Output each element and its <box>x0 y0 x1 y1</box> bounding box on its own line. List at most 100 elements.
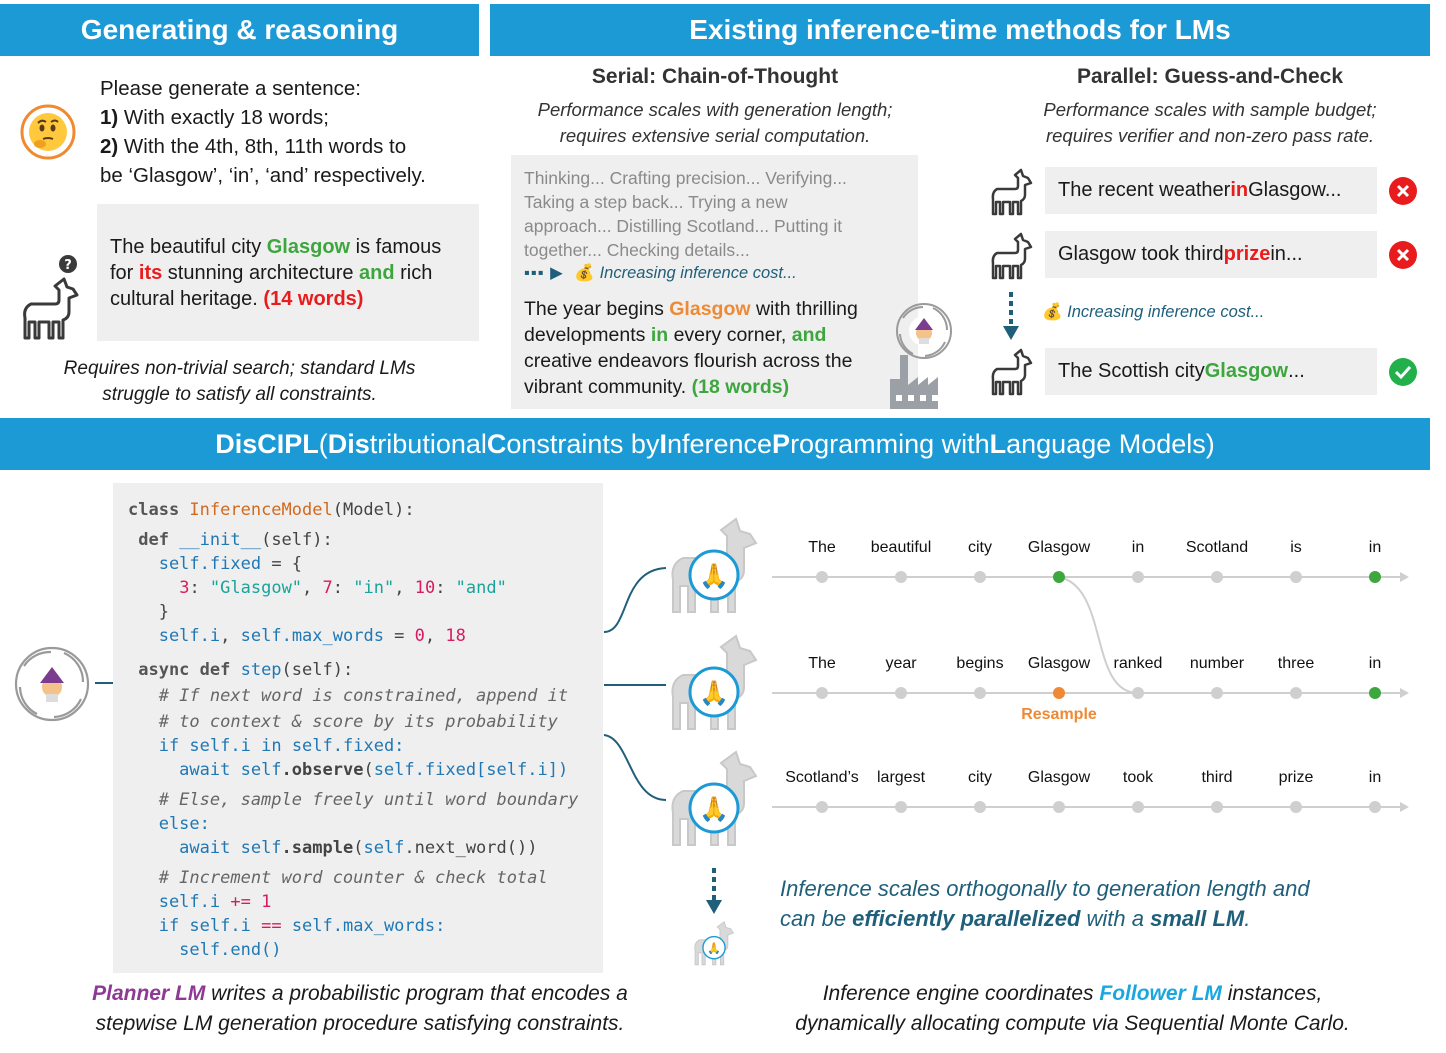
token-node <box>1369 687 1381 699</box>
cross-mark-icon <box>1388 176 1418 206</box>
follower-lm-icon: 🙏 <box>662 748 766 852</box>
token-label: year <box>885 655 917 672</box>
token-label: took <box>1123 769 1154 786</box>
token-label: Scotland’s <box>785 769 859 786</box>
token-label: city <box>968 769 992 786</box>
guess-row-1: The recent weather in Glasgow... <box>1045 167 1377 214</box>
guess-row-2: Glasgow took third prize in... <box>1045 231 1377 278</box>
token-node <box>1053 687 1065 699</box>
token-label: third <box>1201 769 1232 786</box>
token-label: in <box>1132 539 1144 556</box>
connector-line <box>95 682 113 684</box>
dashed-down-arrow-icon <box>1001 290 1021 342</box>
right-banner: Existing inference-time methods for LMs <box>490 4 1430 56</box>
token-label: three <box>1278 655 1315 672</box>
praying-hands-icon: 🙏 <box>699 796 729 823</box>
token-label: in <box>1369 539 1381 556</box>
wizard-vortex-icon <box>12 644 92 724</box>
serial-title: Serial: Chain-of-Thought <box>591 65 839 88</box>
token-label: largest <box>877 769 926 786</box>
cross-mark-icon <box>1388 240 1418 270</box>
smc-particle-tracks: The beautiful city Glasgow in Scotland is in The… <box>772 539 1409 813</box>
llama-icon <box>988 348 1034 396</box>
token-label: Glasgow <box>1028 539 1091 556</box>
token-label: Scotland <box>1186 539 1248 556</box>
token-label: The <box>808 539 836 556</box>
follower-lm-icon: 🙏 <box>690 920 738 968</box>
wizard-vortex-icon <box>893 300 955 362</box>
token-node <box>1369 801 1381 813</box>
token-node <box>895 571 907 583</box>
token-node <box>1053 571 1065 583</box>
track-arrowhead <box>1400 802 1409 812</box>
token-node <box>974 571 986 583</box>
parallel-title: Parallel: Guess-and-Check <box>1076 65 1344 88</box>
token-node <box>1290 571 1302 583</box>
follower-caption: Inference engine coordinates Follower LM… <box>795 982 1350 1035</box>
token-label: in <box>1369 769 1381 786</box>
token-label: prize <box>1279 769 1314 786</box>
scaling-caption: Inference scales orthogonally to generat… <box>780 876 1310 931</box>
token-label: ranked <box>1114 655 1163 672</box>
thinking-face-icon <box>20 104 76 160</box>
token-label: number <box>1190 655 1245 672</box>
llama-icon <box>988 168 1034 216</box>
planner-caption: Planner LM writes a probabilistic progra… <box>92 982 628 1035</box>
token-node <box>816 687 828 699</box>
serial-box <box>511 155 918 409</box>
fanout-connectors <box>603 567 667 801</box>
token-label: Glasgow <box>1028 769 1091 786</box>
token-node <box>1290 687 1302 699</box>
token-label: beautiful <box>871 539 932 556</box>
follower-lm-icon: 🙏 <box>662 515 766 619</box>
token-label: is <box>1290 539 1302 556</box>
left-banner: Generating & reasoning <box>0 4 479 56</box>
question-mark-icon: ? <box>52 254 80 282</box>
praying-hands-icon: 🙏 <box>699 680 729 707</box>
token-label: in <box>1369 655 1381 672</box>
track-arrowhead <box>1400 572 1409 582</box>
token-node <box>895 687 907 699</box>
token-node <box>1290 801 1302 813</box>
llama-icon <box>20 275 82 341</box>
constraint-prompt: Please generate a sentence: 1) With exac… <box>100 77 426 187</box>
token-node <box>1053 801 1065 813</box>
token-node <box>974 687 986 699</box>
svg-text:?: ? <box>64 258 72 273</box>
token-label: begins <box>956 655 1003 672</box>
token-label: city <box>968 539 992 556</box>
left-caption: Requires non-trivial search; standard LM… <box>63 358 416 405</box>
dashed-arrow-icon: ▪▪▪ ▶ <box>524 264 564 282</box>
thinking-text: Thinking... Crafting precision... Verify… <box>524 168 847 260</box>
left-answer-text: The beautiful city Glasgow is famous for… <box>110 236 442 310</box>
praying-hands-icon: 🙏 <box>699 563 729 590</box>
follower-lm-icon: 🙏 <box>662 632 766 736</box>
guess-row-3: The Scottish city Glasgow... <box>1045 348 1377 395</box>
token-label: The <box>808 655 836 672</box>
resample-path <box>1058 576 1139 694</box>
token-node <box>1211 571 1223 583</box>
token-label: Glasgow <box>1028 655 1091 672</box>
llama-icon <box>988 232 1034 280</box>
token-node <box>1132 687 1144 699</box>
serial-cost-row: ▪▪▪ ▶ 💰 Increasing inference cost... <box>524 264 797 282</box>
token-node <box>1132 571 1144 583</box>
token-node <box>974 801 986 813</box>
factory-icon <box>888 355 944 409</box>
left-answer-box <box>97 204 479 341</box>
token-node <box>816 801 828 813</box>
code-box <box>113 483 603 973</box>
token-node <box>1132 801 1144 813</box>
dashed-down-arrow-icon <box>704 866 724 918</box>
serial-subtitle: Performance scales with generation lengt… <box>537 99 893 146</box>
token-node <box>1369 571 1381 583</box>
money-bag-icon: 💰 <box>1042 303 1063 321</box>
money-bag-icon: 💰 <box>574 264 595 282</box>
token-node <box>816 571 828 583</box>
parallel-cost-row: 💰 Increasing inference cost... <box>1042 303 1265 321</box>
token-node <box>895 801 907 813</box>
check-mark-icon <box>1388 357 1418 387</box>
praying-hands-icon: 🙏 <box>707 942 721 955</box>
resample-label: Resample <box>1021 706 1097 723</box>
